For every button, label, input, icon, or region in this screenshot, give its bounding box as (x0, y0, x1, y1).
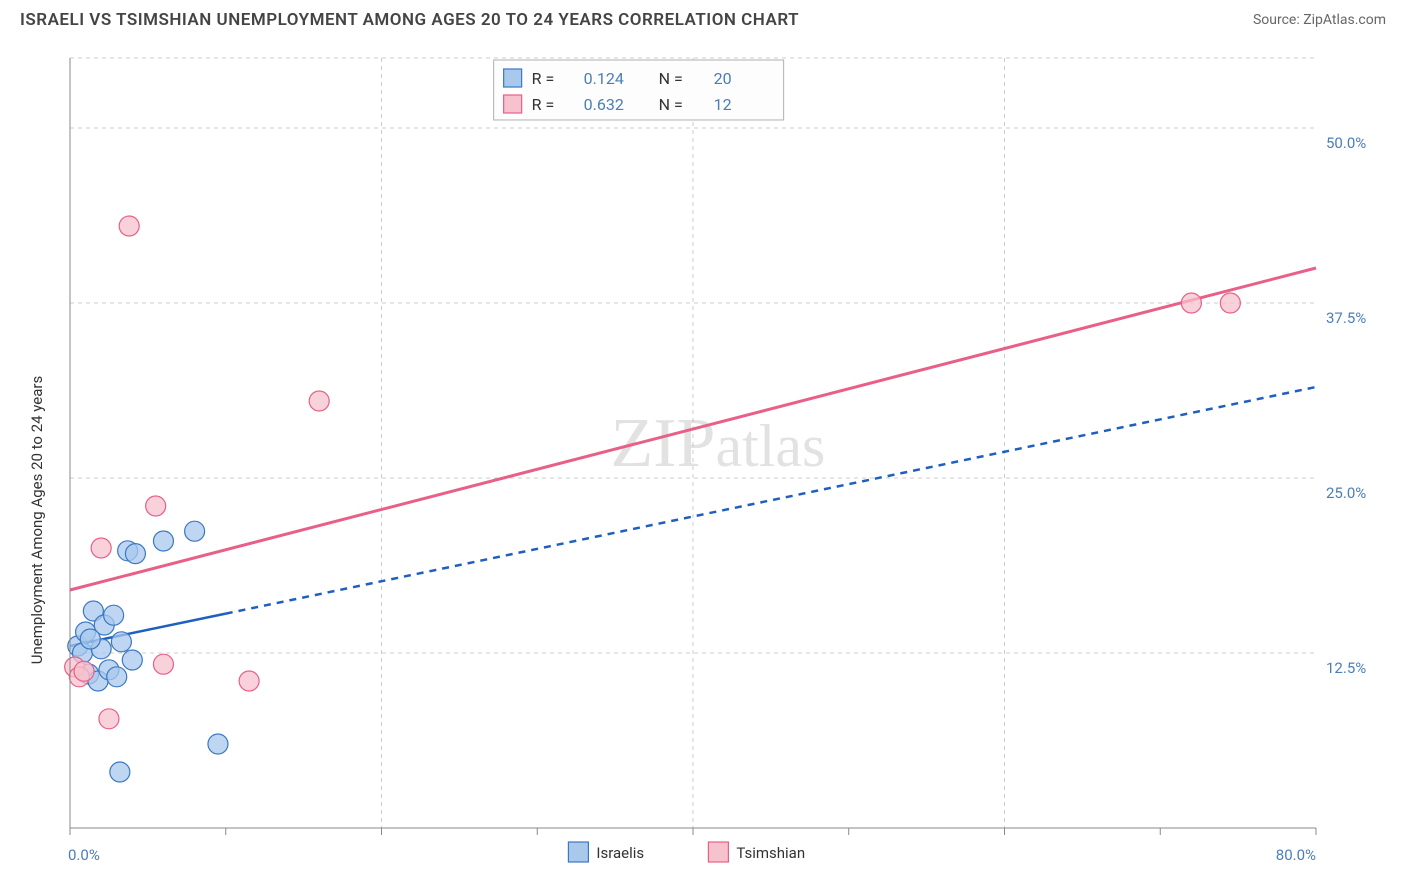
data-point (74, 661, 94, 681)
title-bar: ISRAELI VS TSIMSHIAN UNEMPLOYMENT AMONG … (0, 0, 1406, 30)
data-point (122, 650, 142, 670)
data-point (80, 629, 100, 649)
legend-swatch (504, 95, 522, 113)
ytick-label: 50.0% (1326, 134, 1366, 152)
data-point (239, 671, 259, 691)
data-point (107, 667, 127, 687)
data-point (153, 654, 173, 674)
data-point (125, 544, 145, 564)
data-point (91, 538, 111, 558)
xtick-label: 0.0% (68, 846, 100, 864)
xtick-label: 80.0% (1276, 846, 1316, 864)
legend-n-value: 12 (714, 95, 732, 114)
data-point (185, 521, 205, 541)
bottom-legend-label: Israelis (596, 844, 644, 862)
legend-r-value: 0.632 (584, 95, 624, 114)
legend-r-value: 0.124 (584, 69, 624, 88)
bottom-legend-swatch (708, 842, 728, 862)
chart-container: 12.5% 25.0% 37.5% 50.0% ZIPatlas 0.0% 80.0% Une… (20, 40, 1386, 882)
data-point (1181, 293, 1201, 313)
data-point (146, 496, 166, 516)
legend-swatch (504, 69, 522, 87)
data-point (208, 734, 228, 754)
data-point (309, 391, 329, 411)
bottom-legend-swatch (568, 842, 588, 862)
ytick-label: 37.5% (1326, 309, 1366, 327)
legend-r-label: R = (532, 95, 555, 114)
legend-n-label: N = (659, 95, 683, 114)
data-point (99, 709, 119, 729)
scatter-chart: 12.5% 25.0% 37.5% 50.0% ZIPatlas 0.0% 80.0% Une… (20, 40, 1386, 882)
data-point (1220, 293, 1240, 313)
data-point (119, 216, 139, 236)
data-point (110, 762, 130, 782)
ytick-label: 12.5% (1326, 659, 1366, 677)
ytick-label: 25.0% (1326, 484, 1366, 502)
data-point (111, 632, 131, 652)
bottom-legend-label: Tsimshian (736, 844, 805, 862)
chart-title: ISRAELI VS TSIMSHIAN UNEMPLOYMENT AMONG … (20, 10, 799, 30)
legend-n-value: 20 (714, 69, 732, 88)
yaxis-title: Unemployment Among Ages 20 to 24 years (28, 376, 46, 664)
data-point (104, 605, 124, 625)
source-label: Source: ZipAtlas.com (1253, 12, 1386, 28)
data-point (153, 531, 173, 551)
legend-r-label: R = (532, 69, 555, 88)
legend-n-label: N = (659, 69, 683, 88)
watermark: ZIPatlas (610, 405, 825, 482)
